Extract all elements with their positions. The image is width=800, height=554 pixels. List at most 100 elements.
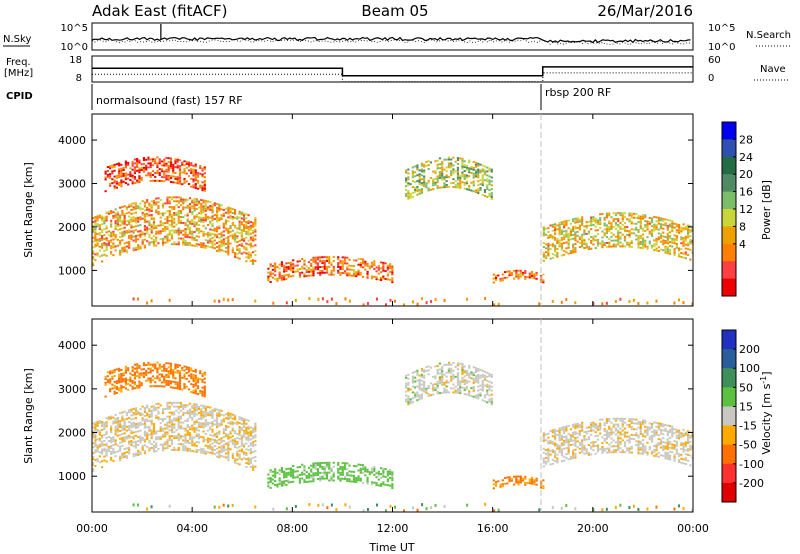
velocity-echo-cell xyxy=(114,451,117,454)
power-echo-cell xyxy=(183,170,186,173)
velocity-echo-cell xyxy=(190,377,193,380)
power-echo-cell xyxy=(486,166,489,169)
power-echo-cell xyxy=(143,244,147,247)
colorbar-segment xyxy=(722,243,736,262)
velocity-echo-cell xyxy=(132,445,135,448)
velocity-echo-cell xyxy=(202,436,205,439)
power-echo-cell xyxy=(195,229,198,232)
velocity-echo-cell xyxy=(178,386,182,389)
power-echo-cell xyxy=(254,238,257,241)
velocity-echo-cell xyxy=(373,473,376,476)
power-echo-cell xyxy=(594,239,597,242)
power-echo-cell xyxy=(249,224,252,227)
velocity-echo-cell xyxy=(545,453,548,455)
velocity-echo-cell xyxy=(129,376,132,379)
power-echo-cell xyxy=(125,251,129,254)
velocity-echo-cell xyxy=(542,434,545,437)
velocity-echo-cell xyxy=(352,476,356,479)
power-echo-cell xyxy=(172,175,175,178)
velocity-echo-cell xyxy=(341,469,344,472)
power-echo-cell xyxy=(648,230,651,233)
power-echo-cell xyxy=(619,231,622,234)
velocity-echo-cell xyxy=(201,386,204,389)
power-echo-cell xyxy=(112,234,115,237)
velocity-echo-cell xyxy=(249,434,252,437)
velocity-echo-cell xyxy=(233,438,237,441)
power-echo-cell xyxy=(138,177,141,180)
power-echo-cell xyxy=(249,232,252,235)
velocity-echo-cell xyxy=(346,468,349,471)
power-echo-cell xyxy=(143,228,147,231)
power-echo-cell xyxy=(123,234,126,237)
power-echo-cell xyxy=(191,199,194,202)
power-echo-cell xyxy=(675,223,678,226)
velocity-echo-cell xyxy=(227,447,230,450)
power-echo-cell xyxy=(533,277,536,280)
velocity-echo-cell xyxy=(492,479,495,482)
velocity-echo-cell xyxy=(155,414,158,417)
velocity-echo-cell xyxy=(204,413,207,416)
power-echo-cell xyxy=(416,187,419,190)
power-echo-cell xyxy=(323,256,326,259)
power-echo-cell xyxy=(481,193,484,196)
velocity-echo-cell xyxy=(252,456,255,459)
power-echo-cell xyxy=(168,202,171,205)
power-echo-cell xyxy=(209,205,212,207)
power-echo-cell xyxy=(526,276,529,279)
power-echo-cell xyxy=(233,253,237,256)
power-echo-cell xyxy=(463,181,466,184)
velocity-echo-cell xyxy=(224,417,228,420)
power-echo-cell xyxy=(142,157,146,160)
velocity-echo-cell xyxy=(348,480,351,483)
power-echo-cell xyxy=(111,172,114,175)
velocity-echo-cell xyxy=(447,363,451,366)
power-echo-cell xyxy=(483,179,487,182)
power-echo-cell xyxy=(269,271,272,274)
velocity-echo-cell xyxy=(125,413,129,416)
velocity-echo-cell xyxy=(301,463,304,466)
velocity-echo-cell xyxy=(188,438,192,441)
power-echo-cell xyxy=(388,265,392,268)
power-echo-cell xyxy=(594,235,597,238)
power-echo-cell xyxy=(492,277,495,280)
power-echo-cell xyxy=(120,169,123,172)
power-echo-cell xyxy=(243,237,246,240)
velocity-echo-cell xyxy=(137,422,140,425)
power-echo-cell xyxy=(341,264,344,267)
velocity-echo-cell xyxy=(209,434,212,437)
power-echo-cell xyxy=(533,273,536,276)
velocity-echo-cell xyxy=(274,468,277,471)
power-echo-cell xyxy=(254,224,257,227)
power-echo-cell xyxy=(247,239,250,242)
power-echo-cell xyxy=(224,223,228,226)
power-echo-cell xyxy=(346,266,349,269)
power-echo-cell xyxy=(197,227,201,230)
freq-tick-bottom: 8 xyxy=(76,73,82,84)
power-echo-cell xyxy=(339,266,342,268)
velocity-echo-cell xyxy=(285,472,288,475)
velocity-echo-cell xyxy=(470,377,473,380)
velocity-echo-cell xyxy=(215,420,219,423)
velocity-echo-cell xyxy=(199,378,202,381)
velocity-echo-cell xyxy=(213,433,216,436)
velocity-echo-cell xyxy=(576,426,579,429)
power-echo-cell xyxy=(436,163,439,166)
power-echo-cell xyxy=(659,223,663,226)
power-echo-cell xyxy=(425,184,428,187)
power-echo-cell xyxy=(119,214,122,217)
power-echo-cell xyxy=(138,167,141,170)
velocity-echo-cell xyxy=(167,380,170,383)
power-echo-cell xyxy=(141,239,144,242)
velocity-echo-cell xyxy=(105,433,108,435)
power-echo-cell xyxy=(115,176,118,179)
power-echo-cell xyxy=(96,219,99,222)
velocity-echo-cell xyxy=(202,430,205,433)
power-echo-cell xyxy=(470,189,473,192)
power-echo-cell xyxy=(249,242,252,245)
power-echo-cell xyxy=(182,202,185,205)
power-echo-cell xyxy=(218,244,221,247)
velocity-echo-cell xyxy=(590,441,593,444)
power-echo-cell xyxy=(148,243,151,246)
velocity-echo-cell xyxy=(146,404,149,407)
power-echo-cell xyxy=(155,238,158,241)
